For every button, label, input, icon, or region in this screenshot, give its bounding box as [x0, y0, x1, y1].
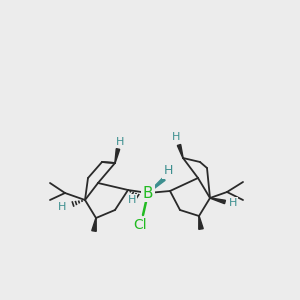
- Text: H: H: [116, 137, 124, 147]
- Text: B: B: [143, 185, 153, 200]
- Polygon shape: [199, 216, 203, 229]
- Polygon shape: [210, 198, 226, 204]
- Text: H: H: [163, 164, 173, 178]
- Polygon shape: [148, 178, 165, 193]
- Text: H: H: [229, 198, 237, 208]
- Text: H: H: [128, 195, 136, 205]
- Text: H: H: [58, 202, 66, 212]
- Text: Cl: Cl: [133, 218, 147, 232]
- Text: H: H: [172, 132, 180, 142]
- Polygon shape: [115, 148, 120, 163]
- Polygon shape: [177, 145, 183, 158]
- Polygon shape: [92, 218, 96, 231]
